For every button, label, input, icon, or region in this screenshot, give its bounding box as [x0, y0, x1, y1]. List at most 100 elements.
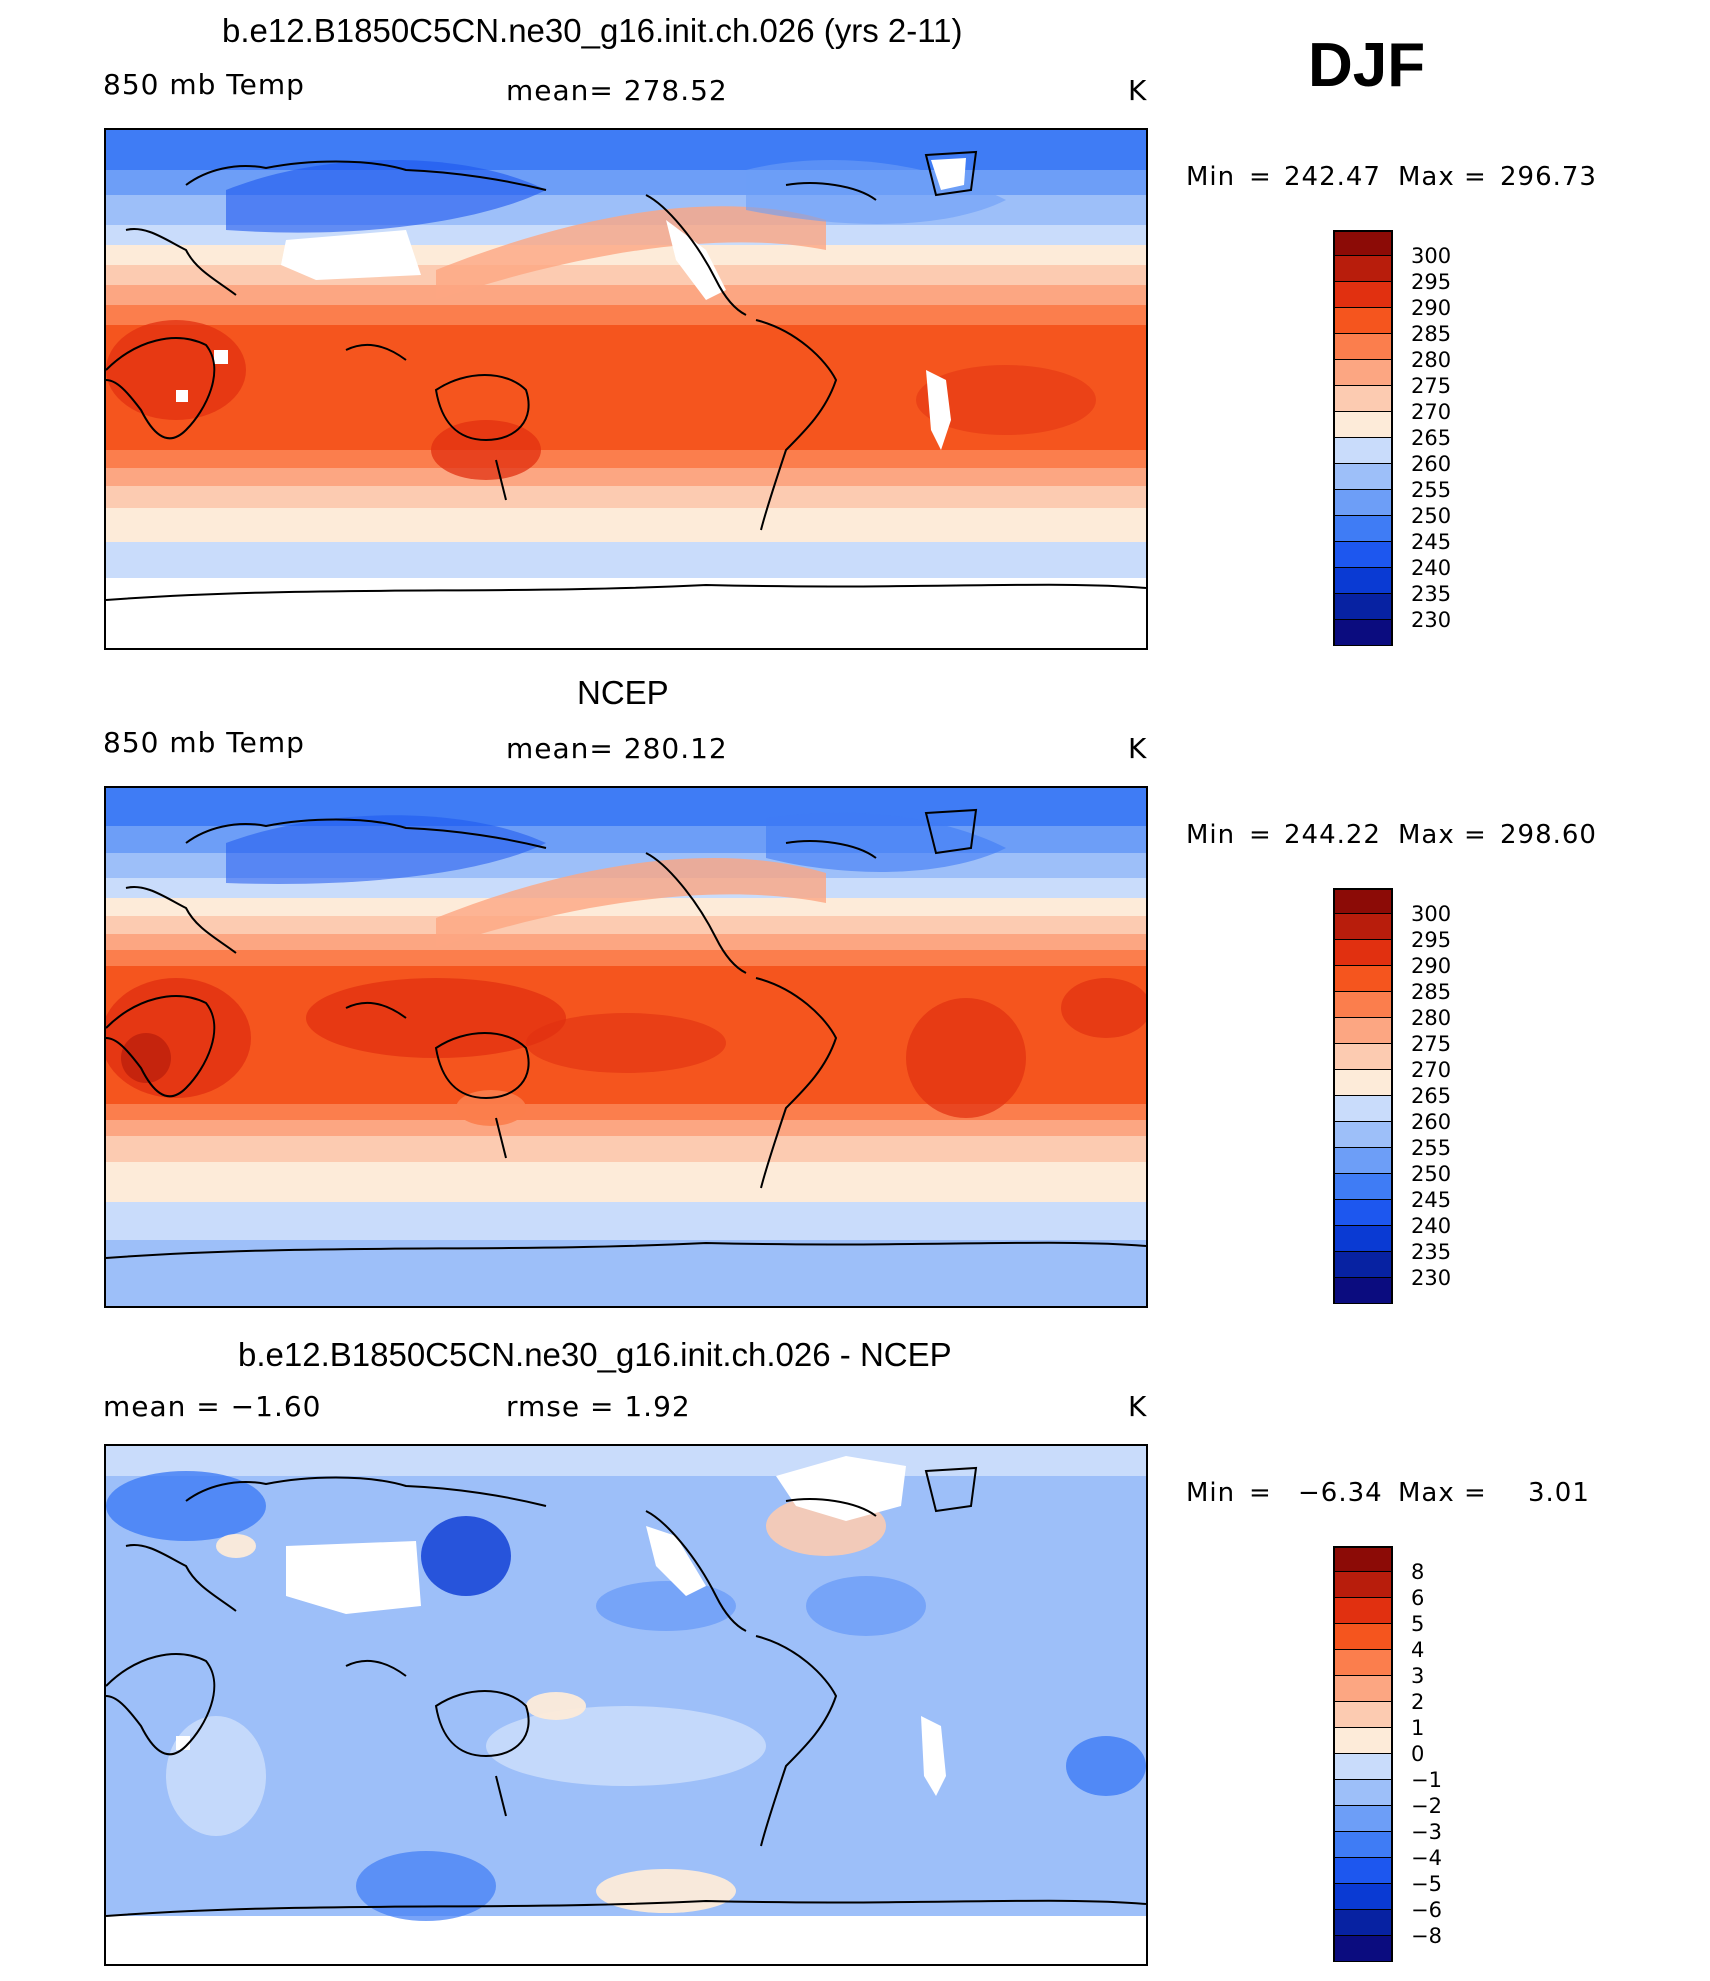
- colorbar-label: 285: [1411, 980, 1452, 1004]
- colorbar-label: 6: [1411, 1586, 1425, 1610]
- panel3-title: b.e12.B1850C5CN.ne30_g16.init.ch.026 - N…: [238, 1336, 952, 1373]
- panel3-map-svg: [106, 1446, 1146, 1964]
- panel1-variable-label: 850 mb Temp: [103, 68, 305, 101]
- colorbar-label: 240: [1411, 556, 1452, 580]
- panel3-rmse-label: rmse = 1.92: [506, 1390, 691, 1423]
- panel1-title: b.e12.B1850C5CN.ne30_g16.init.ch.026 (yr…: [222, 12, 963, 49]
- panel1-min-value: 242.47: [1284, 162, 1381, 192]
- colorbar-swatch: [1333, 230, 1393, 256]
- colorbar-label: −8: [1411, 1924, 1442, 1948]
- panel1-mean-label: mean= 278.52: [506, 74, 728, 107]
- colorbar-label: 275: [1411, 1032, 1452, 1056]
- panel1-colorbar: 300 295 290 285 280 275 270 265 260 255 250 245 240 2…: [1333, 230, 1451, 646]
- panel2-min-value: 244.22: [1284, 820, 1381, 850]
- colorbar-swatch: [1333, 308, 1393, 334]
- colorbar-label: 230: [1411, 608, 1452, 632]
- colorbar-swatch: [1333, 542, 1393, 568]
- colorbar-swatch: [1333, 1936, 1393, 1962]
- colorbar-label: 255: [1411, 1136, 1452, 1160]
- panel3-min-label: Min: [1186, 1478, 1236, 1508]
- colorbar-swatch: [1333, 334, 1393, 360]
- colorbar-label: 290: [1411, 954, 1452, 978]
- colorbar-label: 295: [1411, 270, 1452, 294]
- colorbar-swatch: [1333, 282, 1393, 308]
- panel1-min-eq: =: [1249, 162, 1272, 192]
- colorbar-label: −2: [1411, 1794, 1442, 1818]
- panel2-max-eq: =: [1464, 820, 1487, 850]
- colorbar-swatch: [1333, 568, 1393, 594]
- colorbar-label: 275: [1411, 374, 1452, 398]
- panel3-colorbar: 8 6 5 4 3 2 1 0 −1 −2 −3 −4 −5 −6 −8: [1333, 1546, 1442, 1962]
- colorbar-label: 300: [1411, 902, 1452, 926]
- colorbar-label: 2: [1411, 1690, 1425, 1714]
- colorbar-label: 280: [1411, 1006, 1452, 1030]
- colorbar-label: 235: [1411, 582, 1452, 606]
- colorbar-label: 245: [1411, 1188, 1452, 1212]
- panel3-max-label: Max: [1398, 1478, 1455, 1508]
- colorbar-swatch: [1333, 888, 1393, 914]
- colorbar-swatch: [1333, 1572, 1393, 1598]
- panel2-map-svg: [106, 788, 1146, 1306]
- colorbar-label: 230: [1411, 1266, 1452, 1290]
- colorbar-label: 265: [1411, 1084, 1452, 1108]
- colorbar-label: 5: [1411, 1612, 1425, 1636]
- colorbar-label: 295: [1411, 928, 1452, 952]
- colorbar-swatch: [1333, 594, 1393, 620]
- colorbar-swatch: [1333, 1832, 1393, 1858]
- colorbar-label: 280: [1411, 348, 1452, 372]
- panel1-units: K: [1128, 74, 1148, 107]
- colorbar-swatch: [1333, 1806, 1393, 1832]
- colorbar-label: 255: [1411, 478, 1452, 502]
- colorbar-swatch: [1333, 1070, 1393, 1096]
- panel2-title: NCEP: [577, 674, 669, 711]
- colorbar-swatch: [1333, 1200, 1393, 1226]
- colorbar-label: 1: [1411, 1716, 1425, 1740]
- colorbar-swatch: [1333, 1598, 1393, 1624]
- colorbar-label: 300: [1411, 244, 1452, 268]
- colorbar-swatch: [1333, 914, 1393, 940]
- colorbar-swatch: [1333, 1884, 1393, 1910]
- panel2-variable-label: 850 mb Temp: [103, 726, 305, 759]
- colorbar-swatch: [1333, 464, 1393, 490]
- panel2-max-label: Max: [1398, 820, 1455, 850]
- colorbar-swatch: [1333, 360, 1393, 386]
- panel2-colorbar: 300 295 290 285 280 275 270 265 260 255 250 245 240 2…: [1333, 888, 1451, 1304]
- colorbar-label: 260: [1411, 1110, 1452, 1134]
- colorbar-swatch: [1333, 386, 1393, 412]
- panel1-min-label: Min: [1186, 162, 1236, 192]
- colorbar-swatch: [1333, 620, 1393, 646]
- panel1-max-label: Max: [1398, 162, 1455, 192]
- colorbar-swatch: [1333, 1624, 1393, 1650]
- colorbar-swatch: [1333, 992, 1393, 1018]
- colorbar-label: 250: [1411, 504, 1452, 528]
- panel2-units: K: [1128, 732, 1148, 765]
- colorbar-label: −1: [1411, 1768, 1442, 1792]
- colorbar-swatch: [1333, 256, 1393, 282]
- colorbar-swatch: [1333, 1650, 1393, 1676]
- colorbar-label: 270: [1411, 1058, 1452, 1082]
- colorbar-swatch: [1333, 1858, 1393, 1884]
- colorbar-label: 235: [1411, 1240, 1452, 1264]
- colorbar-label: 3: [1411, 1664, 1425, 1688]
- panel3-max-value: 3.01: [1528, 1478, 1590, 1508]
- panel3-min-value: −6.34: [1298, 1478, 1383, 1508]
- colorbar-label: 265: [1411, 426, 1452, 450]
- colorbar-swatch: [1333, 1122, 1393, 1148]
- panel3-min-eq: =: [1249, 1478, 1272, 1508]
- colorbar-swatch: [1333, 412, 1393, 438]
- colorbar-label: −6: [1411, 1898, 1442, 1922]
- colorbar-label: 285: [1411, 322, 1452, 346]
- colorbar-swatch: [1333, 1096, 1393, 1122]
- panel2-map: [104, 786, 1148, 1308]
- colorbar-swatch: [1333, 1174, 1393, 1200]
- colorbar-swatch: [1333, 940, 1393, 966]
- colorbar-label: −4: [1411, 1846, 1442, 1870]
- colorbar-swatch: [1333, 1018, 1393, 1044]
- colorbar-label: 240: [1411, 1214, 1452, 1238]
- colorbar-label: 260: [1411, 452, 1452, 476]
- colorbar-swatch: [1333, 1676, 1393, 1702]
- panel2-min-eq: =: [1249, 820, 1272, 850]
- colorbar-label: 250: [1411, 1162, 1452, 1186]
- colorbar-swatch: [1333, 1044, 1393, 1070]
- colorbar-swatch: [1333, 1910, 1393, 1936]
